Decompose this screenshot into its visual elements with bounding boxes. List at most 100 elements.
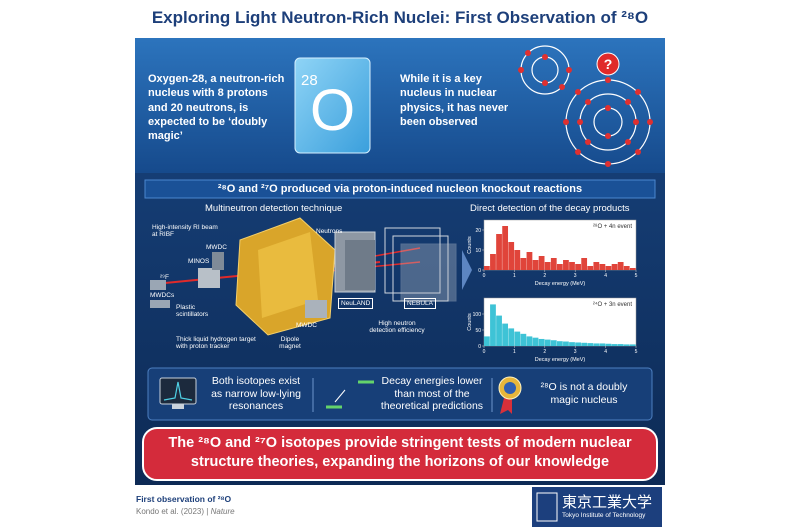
histogram-bar	[538, 338, 545, 346]
finding: ²⁸O is not a doubly magic nucleus	[540, 381, 628, 406]
histogram-bar	[532, 337, 539, 346]
detector-label: NeuLAND	[338, 298, 374, 310]
histogram-bar	[581, 258, 588, 270]
event-label: ²⁴O + 3n event	[593, 301, 632, 308]
question-mark: ?	[603, 56, 613, 72]
x-tick-label: 3	[574, 349, 577, 355]
y-tick-label: 100	[473, 312, 482, 318]
histogram-bar	[550, 258, 557, 270]
histogram-bar	[575, 264, 581, 270]
histogram-bar	[538, 256, 545, 270]
footer-citation: Kondo et al. (2023) | Nature	[136, 507, 235, 516]
x-tick-label: 3	[574, 273, 577, 279]
detector-illustration	[150, 217, 472, 336]
title: Exploring Light Neutron-Rich Nuclei: Fir…	[151, 8, 649, 27]
histogram-bar	[502, 226, 509, 270]
histogram-bar	[484, 336, 490, 346]
histogram-bar	[526, 252, 533, 270]
histogram-bar	[532, 260, 539, 270]
histogram-bar	[569, 342, 575, 346]
histogram-bar	[587, 343, 594, 346]
citation: Kondo et al. (2023)	[136, 507, 205, 516]
histogram-bar	[599, 264, 606, 270]
y-axis-label: Counts	[467, 236, 473, 254]
histogram-bar	[502, 323, 509, 346]
y-tick-label: 0	[478, 344, 481, 350]
element-tile	[294, 57, 371, 154]
logo-emblem	[536, 492, 558, 522]
x-tick-label: 0	[483, 349, 486, 355]
histogram-bar	[617, 262, 624, 270]
histogram-bar	[581, 342, 588, 346]
detector-label: NEBULA	[404, 298, 437, 310]
histogram-bar	[544, 339, 551, 346]
x-tick-label: 4	[604, 349, 607, 355]
x-tick-label: 1	[513, 273, 516, 279]
histogram-bar	[514, 331, 521, 346]
atom-large-nucleons	[563, 77, 653, 167]
x-tick-label: 5	[635, 349, 638, 355]
x-tick-label: 2	[543, 273, 546, 279]
detector-label: MINOS	[188, 258, 210, 265]
conclusion-banner	[142, 427, 658, 481]
x-axis-label: Decay energy (MeV)	[535, 357, 586, 363]
histogram-bar	[617, 344, 624, 346]
x-tick-label: 1	[513, 349, 516, 355]
y-tick-label: 0	[478, 268, 481, 274]
histogram-bar	[623, 344, 630, 346]
y-tick-label: 10	[475, 248, 481, 254]
x-tick-label: 4	[604, 273, 607, 279]
histogram-bar	[556, 264, 563, 270]
x-tick-label: 5	[635, 273, 638, 279]
findings-panel	[147, 367, 653, 421]
histogram-bar	[587, 266, 594, 270]
histogram-bar	[605, 266, 612, 270]
detector-label: MWDC	[296, 322, 317, 329]
x-axis-label: Decay energy (MeV)	[535, 281, 586, 287]
histogram-bar	[496, 315, 502, 346]
detector-label: ²⁹F	[160, 274, 169, 281]
logo-box	[532, 487, 662, 527]
histogram-bar	[520, 333, 527, 346]
x-tick-label: 2	[543, 349, 546, 355]
histogram-bar	[556, 341, 563, 346]
histogram-bar	[605, 343, 612, 346]
histogram-bar	[526, 336, 533, 346]
finding: Decay energies lower than most of the th…	[380, 375, 484, 413]
histogram-bar	[490, 254, 496, 270]
detector-label: Dipole magnet	[279, 336, 301, 351]
separator: |	[206, 507, 209, 516]
finding: Both isotopes exist as narrow low-lying …	[211, 375, 301, 413]
element-mass: 28	[301, 72, 318, 89]
detector-label: Neutrons	[316, 228, 343, 235]
detector-label: High-intensity RI beam at RIBF	[152, 224, 218, 239]
histogram-bar	[484, 266, 490, 270]
histogram-bar	[629, 268, 636, 270]
histogram-bar	[550, 340, 557, 346]
intro-left: Oxygen-28, a neutron-rich nucleus with 8…	[148, 73, 285, 143]
technique-title: Multineutron detection technique	[205, 203, 343, 214]
conclusion: The ²⁸O and ²⁷O isotopes provide stringe…	[168, 435, 632, 470]
footer-title: First observation of ²⁸O	[136, 494, 232, 504]
logo-text: 東京工業大学	[562, 494, 653, 511]
histogram-bar	[599, 343, 606, 346]
detector-label: Thick liquid hydrogen target with proton…	[176, 336, 256, 351]
detector-label: High neutron detection efficiency	[369, 320, 425, 335]
experiment-banner	[144, 179, 656, 199]
detector-label: MWDC	[206, 244, 227, 251]
atom-small-nucleons	[518, 50, 572, 90]
histogram-bar	[611, 264, 618, 270]
histogram-bar	[496, 234, 502, 270]
histogram-bar	[575, 342, 581, 346]
intro-right: While it is a key nucleus in nuclear phy…	[400, 73, 509, 128]
question-badge	[596, 52, 620, 76]
histogram-bar	[569, 262, 575, 270]
histogram-bar	[563, 341, 569, 346]
journal: Nature	[210, 507, 235, 516]
y-tick-label: 20	[475, 228, 481, 234]
histogram-bar	[544, 262, 551, 270]
histogram-bar	[563, 260, 569, 270]
